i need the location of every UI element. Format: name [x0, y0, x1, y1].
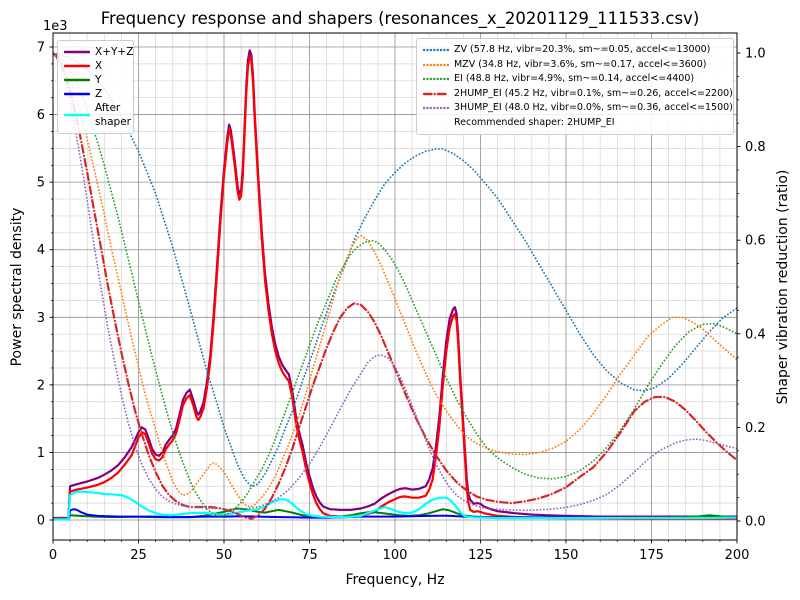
legend-shapers-box: ZV (57.8 Hz, vibr=20.3%, sm~=0.05, accel…	[416, 38, 734, 135]
legend-label: EI (48.8 Hz, vibr=4.9%, sm~=0.14, accel<…	[454, 73, 695, 84]
legend-item-y: Y	[64, 73, 127, 87]
tick-label: 25	[130, 548, 147, 563]
legend-label: ZV (57.8 Hz, vibr=20.3%, sm~=0.05, accel…	[454, 44, 711, 55]
curve-3hump-ei	[53, 52, 737, 512]
3hump-ei-line-sample-icon	[423, 104, 449, 112]
legend-label: Z	[95, 88, 103, 100]
legend-label: After shaper	[95, 102, 132, 128]
tick-label: 0.0	[745, 515, 766, 530]
legend-item-ei: EI (48.8 Hz, vibr=4.9%, sm~=0.14, accel<…	[423, 72, 727, 87]
recommended-shaper-text: Recommended shaper: 2HUMP_EI	[454, 116, 615, 128]
ticks-and-labels: 0 25 50 75 100 125 150 175 200 0 1 2 3 4 5 6 7 0.0 0.2 0.4 0…	[37, 41, 766, 563]
tick-label: 0.4	[745, 327, 766, 342]
tick-label: 75	[301, 548, 318, 563]
legend-label: 2HUMP_EI (45.2 Hz, vibr=0.1%, sm~=0.26, …	[454, 87, 733, 99]
legend-label: MZV (34.8 Hz, vibr=3.6%, sm~=0.17, accel…	[454, 58, 707, 70]
empty-marker	[423, 119, 449, 127]
curve-x	[53, 54, 737, 520]
tick-label: 3	[37, 311, 45, 326]
legend-item-after-shaper: After shaper	[64, 101, 131, 129]
after-shaper-line-sample-icon	[64, 111, 90, 119]
tick-label: 0.6	[745, 234, 766, 249]
legend-label: X+Y+Z	[95, 46, 134, 58]
tick-label: 1	[37, 446, 45, 461]
tick-label: 5	[37, 176, 45, 191]
tick-label: 0	[37, 514, 45, 529]
tick-label: 0	[49, 548, 57, 563]
legend-item-x: X	[64, 59, 127, 73]
curve-zv	[53, 52, 737, 487]
ei-line-sample-icon	[423, 75, 449, 83]
legend-label: X	[95, 60, 103, 72]
legend-label: 3HUMP_EI (48.0 Hz, vibr=0.0%, sm~=0.36, …	[454, 102, 733, 113]
legend-recommended-shaper: Recommended shaper: 2HUMP_EI	[423, 116, 727, 131]
tick-label: 1.0	[745, 47, 766, 62]
tick-label: 7	[37, 41, 45, 56]
chart-title: Frequency response and shapers (resonanc…	[100, 9, 700, 28]
curve-ei	[53, 52, 737, 518]
y-axis-label-right: Shaper vibration reduction (ratio)	[775, 169, 791, 405]
legend-item-z: Z	[64, 87, 127, 101]
curve-after-shaper	[53, 490, 737, 521]
curve-mzv	[53, 52, 737, 508]
tick-label: 150	[554, 548, 579, 563]
tick-label: 100	[383, 548, 408, 563]
2hump-ei-line-sample-icon	[423, 90, 449, 98]
legend-item-mzv: MZV (34.8 Hz, vibr=3.6%, sm~=0.17, accel…	[423, 58, 727, 73]
tick-label: 50	[216, 548, 233, 563]
curve-2hump-ei	[53, 51, 737, 520]
tick-label: 0.2	[745, 421, 766, 436]
tick-label: 6	[37, 108, 45, 123]
tick-label: 175	[639, 548, 664, 563]
y-axis-offset-text: 1e3	[43, 19, 68, 34]
tick-label: 4	[37, 243, 45, 258]
x-line-sample-icon	[64, 62, 90, 70]
legend-psd-box: X+Y+Z X Y Z After shaper	[57, 40, 134, 134]
y-axis-label-left: Power spectral density	[9, 207, 25, 367]
tick-label: 200	[725, 548, 750, 563]
tick-label: 2	[37, 378, 45, 393]
curves	[53, 49, 737, 521]
legend-item-2hump-ei: 2HUMP_EI (45.2 Hz, vibr=0.1%, sm~=0.26, …	[423, 87, 733, 102]
tick-label: 0.8	[745, 140, 766, 155]
mzv-line-sample-icon	[423, 61, 449, 69]
y-line-sample-icon	[64, 76, 90, 84]
z-line-sample-icon	[64, 90, 90, 98]
tick-label: 125	[468, 548, 493, 563]
x-axis-label: Frequency, Hz	[345, 572, 445, 588]
legend-item-xyz: X+Y+Z	[64, 45, 133, 59]
legend-label: Y	[95, 74, 102, 86]
xyz-line-sample-icon	[64, 48, 90, 56]
zv-line-sample-icon	[423, 46, 449, 54]
legend-item-3hump-ei: 3HUMP_EI (48.0 Hz, vibr=0.0%, sm~=0.36, …	[423, 101, 733, 116]
legend-item-zv: ZV (57.8 Hz, vibr=20.3%, sm~=0.05, accel…	[423, 43, 727, 58]
